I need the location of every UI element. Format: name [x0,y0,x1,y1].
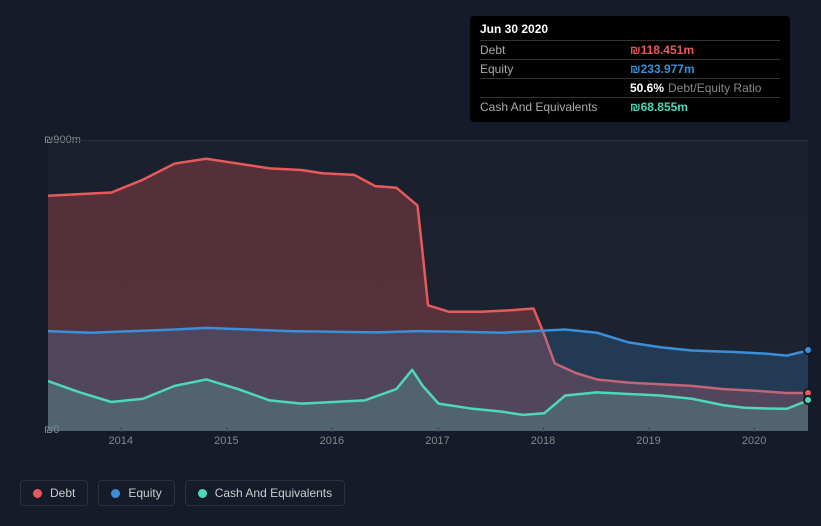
x-tick: 2016 [320,435,344,447]
x-tick: 2019 [636,435,660,447]
tooltip-row-value: ₪118.451m [630,43,694,57]
tooltip-row-value: 50.6% [630,81,664,95]
legend-dot-icon [33,489,42,498]
tooltip-row-extra: Debt/Equity Ratio [668,81,761,95]
legend-dot-icon [111,489,120,498]
series-end-marker [803,345,813,355]
legend-label: Cash And Equivalents [215,486,332,500]
tooltip-row: Debt₪118.451m [480,40,780,59]
tooltip-row: Equity₪233.977m [480,59,780,78]
chart-legend: Debt Equity Cash And Equivalents [20,480,345,506]
legend-item-cash-and-equivalents[interactable]: Cash And Equivalents [185,480,345,506]
legend-label: Equity [128,486,161,500]
tooltip-row-value: ₪233.977m [630,62,695,76]
legend-dot-icon [198,489,207,498]
series-end-marker [803,395,813,405]
debt-equity-chart: ₪900m ₪0 2014201520162017201820192020 [20,120,808,440]
legend-item-debt[interactable]: Debt [20,480,88,506]
x-tick: 2017 [425,435,449,447]
tooltip-row-value: ₪68.855m [630,100,688,114]
x-tick: 2015 [214,435,238,447]
tooltip-row-label: Equity [480,62,630,76]
x-tick: 2018 [531,435,555,447]
tooltip-row-label: Debt [480,43,630,57]
plot-area[interactable] [48,140,808,430]
tooltip-row: 50.6% Debt/Equity Ratio [480,78,780,97]
legend-item-equity[interactable]: Equity [98,480,174,506]
x-tick: 2014 [109,435,133,447]
tooltip-date: Jun 30 2020 [480,22,780,36]
tooltip-row: Cash And Equivalents₪68.855m [480,97,780,116]
chart-tooltip: Jun 30 2020 Debt₪118.451mEquity₪233.977m… [470,16,790,122]
legend-label: Debt [50,486,75,500]
x-tick: 2020 [742,435,766,447]
tooltip-row-label [480,81,630,95]
tooltip-row-label: Cash And Equivalents [480,100,630,114]
